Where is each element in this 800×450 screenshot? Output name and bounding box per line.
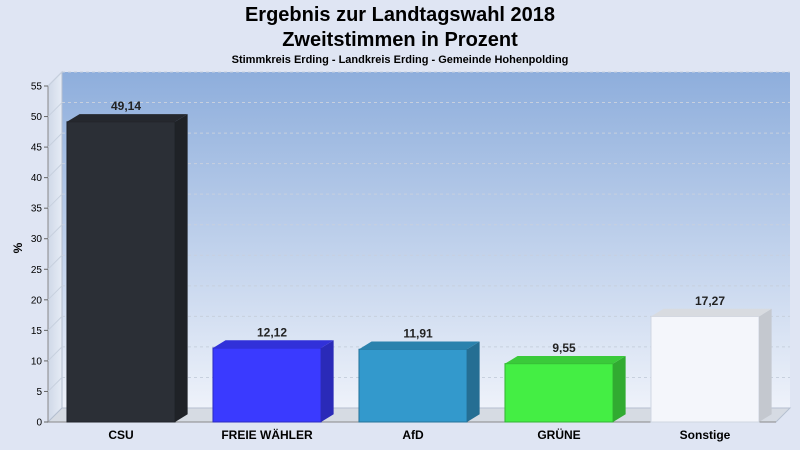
bar-freie-wähler bbox=[212, 347, 322, 423]
bar-grüne bbox=[504, 363, 614, 423]
grid-line-side bbox=[47, 102, 63, 117]
y-tick-label: 10 bbox=[31, 356, 43, 367]
y-tick-label: 0 bbox=[36, 418, 42, 429]
bar-side bbox=[321, 340, 334, 422]
grid-line-side bbox=[47, 346, 63, 362]
bars bbox=[66, 114, 772, 423]
value-label: 9,55 bbox=[552, 341, 576, 355]
grid-line-side bbox=[47, 71, 63, 87]
bar-sonstige bbox=[650, 315, 760, 423]
x-tick-label: AfD bbox=[402, 428, 424, 442]
bar-top bbox=[66, 114, 188, 122]
bar-top bbox=[358, 341, 480, 350]
y-tick-label: 30 bbox=[31, 234, 43, 245]
bar-csu bbox=[66, 121, 176, 423]
value-label: 49,14 bbox=[111, 99, 141, 113]
grid-line-side bbox=[47, 285, 63, 301]
x-tick-label: FREIE WÄHLER bbox=[221, 427, 313, 442]
bar-side bbox=[759, 308, 772, 422]
y-tick-label: 20 bbox=[31, 295, 43, 306]
bar-top bbox=[504, 355, 626, 364]
bar-side bbox=[613, 355, 626, 422]
bar-top bbox=[212, 340, 334, 348]
grid-line-side bbox=[47, 224, 63, 240]
y-tick-label: 5 bbox=[36, 387, 42, 398]
y-tick-label: 35 bbox=[31, 204, 43, 215]
grid-line-side bbox=[47, 132, 63, 148]
grid-line-side bbox=[47, 254, 63, 270]
y-tick-label: 25 bbox=[31, 265, 43, 276]
bar-top bbox=[650, 308, 772, 317]
grid-line-side bbox=[47, 316, 63, 331]
value-label: 11,91 bbox=[403, 327, 433, 341]
grid-line-side bbox=[47, 193, 63, 209]
chart-title: Ergebnis zur Landtagswahl 2018 bbox=[244, 4, 556, 26]
y-tick-label: 40 bbox=[31, 173, 43, 184]
grid-line-side bbox=[47, 163, 63, 178]
y-tick-label: 55 bbox=[31, 82, 43, 93]
labels: 49,14 CSU 12,12 FREIE WÄHLER 11,91 AfD 9,55 GRÜ… bbox=[108, 99, 730, 442]
y-axis-label: % bbox=[11, 242, 25, 253]
x-tick-label: GRÜNE bbox=[537, 427, 580, 442]
bar-side bbox=[467, 341, 480, 422]
x-tick-label: CSU bbox=[108, 428, 133, 442]
y-tick-label: 50 bbox=[31, 112, 43, 123]
chart-caption: Stimmkreis Erding - Landkreis Erding - G… bbox=[231, 54, 569, 66]
plot-side-wall bbox=[47, 70, 63, 424]
value-label: 12,12 bbox=[257, 325, 287, 339]
value-label: 17,27 bbox=[695, 294, 725, 308]
bar-afd bbox=[358, 348, 468, 423]
chart-subtitle: Zweitstimmen in Prozent bbox=[282, 29, 518, 51]
x-tick-label: Sonstige bbox=[680, 428, 731, 442]
grid-line-side bbox=[47, 377, 63, 392]
bar-side bbox=[175, 114, 188, 422]
y-tick-label: 45 bbox=[31, 143, 43, 154]
y-tick-label: 15 bbox=[31, 326, 43, 337]
